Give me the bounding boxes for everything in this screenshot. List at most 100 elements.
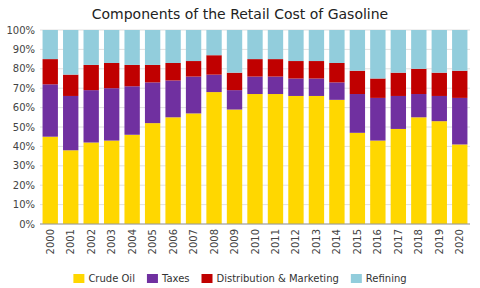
bar-segment [145, 82, 160, 123]
legend-label: Distribution & Marketing [217, 273, 339, 284]
chart: Components of the Retail Cost of Gasolin… [0, 0, 480, 288]
bar-segment [63, 30, 78, 75]
bar-segment [452, 98, 467, 145]
bar-segment [288, 96, 303, 224]
bar-segment [391, 96, 406, 129]
bar-segment [124, 65, 139, 86]
bar-segment [452, 30, 467, 71]
bar-segment [329, 100, 344, 224]
grid [40, 30, 470, 224]
y-tick-label: 10% [13, 199, 35, 210]
y-tick-label: 0% [19, 219, 35, 230]
bar-segment [124, 86, 139, 135]
bar-segment [288, 61, 303, 78]
legend-item: Distribution & Marketing [202, 273, 339, 284]
legend-swatch [202, 274, 213, 283]
bar-segment [411, 117, 426, 224]
legend-item: Crude Oil [73, 273, 135, 284]
bar-segment [247, 77, 262, 94]
bar-segment [432, 73, 447, 96]
bar-segment [329, 63, 344, 82]
bar-segment [186, 77, 201, 114]
bar-segment [370, 98, 385, 141]
bar-segment [370, 30, 385, 79]
bar-segment [370, 141, 385, 224]
x-tick-label: 2005 [147, 229, 158, 254]
bar-segment [247, 59, 262, 76]
bar-segment [63, 150, 78, 224]
bar-segment [124, 135, 139, 224]
bar-segment [165, 80, 180, 117]
bar-segment [227, 110, 242, 224]
legend-swatch [147, 274, 158, 283]
y-tick-label: 100% [6, 25, 35, 36]
bar-segment [145, 123, 160, 224]
legend-swatch [73, 274, 84, 283]
bar-segment [104, 88, 119, 140]
bar-segment [247, 94, 262, 224]
y-tick-label: 20% [13, 180, 35, 191]
bar-segment [309, 96, 324, 224]
bar-segment [186, 30, 201, 61]
x-tick-label: 2017 [393, 229, 404, 254]
bar-segment [268, 59, 283, 76]
bar-segment [288, 30, 303, 61]
x-tick-label: 2011 [270, 229, 281, 254]
bar-segment [370, 79, 385, 98]
x-tick-label: 2000 [45, 229, 56, 254]
bar-segment [329, 30, 344, 63]
y-tick-label: 30% [13, 160, 35, 171]
x-tick-label: 2007 [188, 229, 199, 254]
bar-segment [309, 30, 324, 61]
x-tick-label: 2016 [372, 229, 383, 254]
x-tick-label: 2009 [229, 229, 240, 254]
bar-segment [411, 30, 426, 69]
y-tick-label: 50% [13, 122, 35, 133]
legend-item: Refining [351, 273, 407, 284]
bar-segment [350, 71, 365, 94]
x-tick-label: 2015 [352, 229, 363, 254]
bar-segment [43, 59, 58, 84]
bar-segment [206, 92, 221, 224]
bar-segment [43, 30, 58, 59]
y-tick-label: 40% [13, 141, 35, 152]
y-tick-label: 90% [13, 44, 35, 55]
bar-segment [391, 129, 406, 224]
bar-segment [165, 63, 180, 80]
x-tick-label: 2001 [65, 229, 76, 254]
bar-segment [124, 30, 139, 65]
grid-line [40, 224, 470, 225]
x-tick-label: 2004 [127, 229, 138, 254]
bar-segment [84, 90, 99, 142]
x-tick-label: 2018 [413, 229, 424, 254]
bar-segment [63, 96, 78, 150]
bar-segment [411, 69, 426, 94]
legend: Crude Oil Taxes Distribution & Marketing Re… [73, 273, 406, 284]
bar-segment [288, 79, 303, 96]
bar-segment [186, 61, 201, 77]
bar-segment [186, 113, 201, 224]
bar-segment [206, 55, 221, 74]
bar-segment [43, 84, 58, 136]
bar-segment [391, 30, 406, 73]
bar-segment [165, 117, 180, 224]
x-tick-label: 2010 [250, 229, 261, 254]
bar-segment [309, 79, 324, 96]
bar-segment [452, 144, 467, 224]
bar-segment [227, 30, 242, 73]
x-tick-label: 2013 [311, 229, 322, 254]
bar-segment [350, 133, 365, 224]
x-tick-label: 2003 [106, 229, 117, 254]
y-tick-label: 80% [13, 63, 35, 74]
bar-segment [247, 30, 262, 59]
legend-label: Refining [366, 273, 407, 284]
x-tick-label: 2008 [209, 229, 220, 254]
bar-segment [432, 30, 447, 73]
bar-segment [206, 30, 221, 55]
legend-label: Taxes [161, 273, 190, 284]
bar-segment [432, 121, 447, 224]
bar-segment [84, 30, 99, 65]
y-tick-label: 70% [13, 83, 35, 94]
bar-segment [104, 30, 119, 63]
bar-segment [329, 82, 344, 99]
